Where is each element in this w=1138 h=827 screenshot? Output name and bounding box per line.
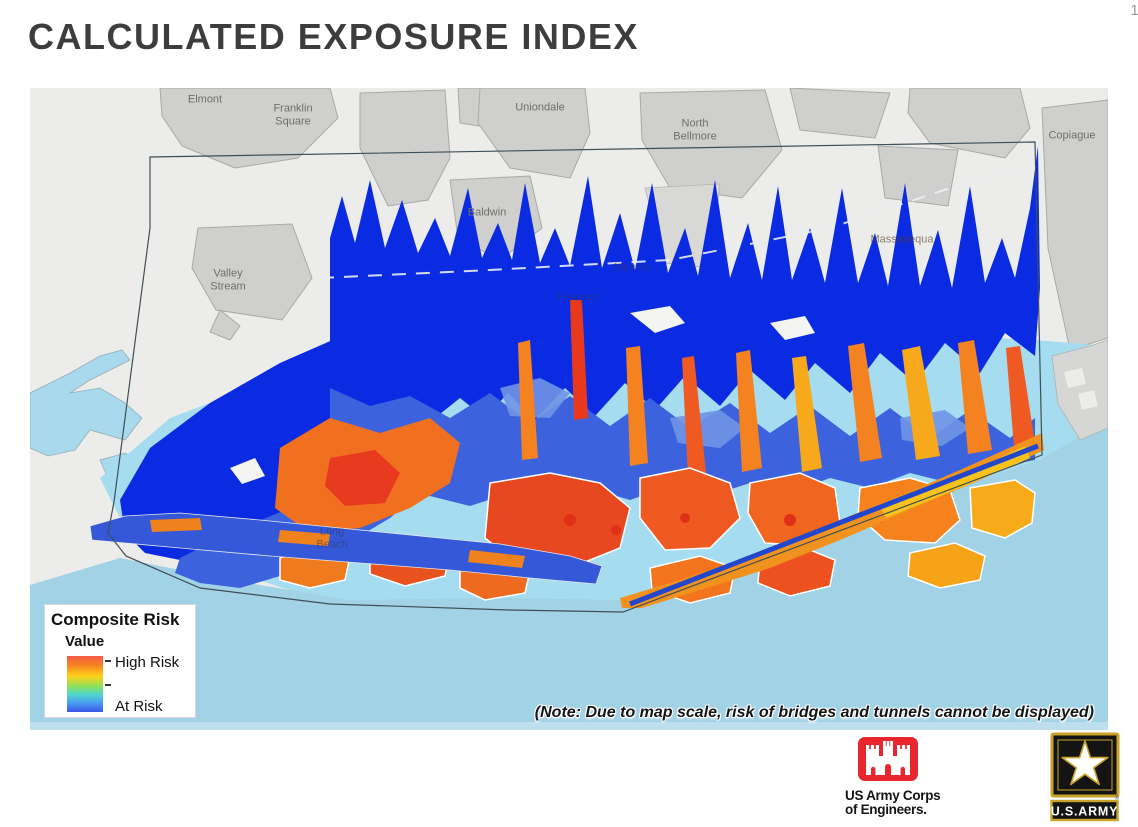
legend: Composite Risk Value High Risk At Risk (45, 605, 195, 717)
usace-castle-icon (858, 737, 918, 781)
army-wordmark: U.S.ARMY (1050, 799, 1119, 822)
army-label: U.S.ARMY (1051, 805, 1119, 819)
legend-high-risk-label: High Risk (115, 654, 180, 671)
army-reg-mark: ® (1115, 795, 1120, 802)
usace-name-line1: US Army Corps (845, 788, 941, 803)
map-scale-note: (Note: Due to map scale, risk of bridges… (534, 704, 1094, 721)
risk-gradient-bar (67, 656, 103, 712)
legend-subtitle: Value (65, 633, 105, 650)
legend-tick-high (105, 660, 111, 662)
slide-page-number: 11 (1130, 2, 1138, 19)
usace-name-line2: of Engineers. (845, 802, 927, 818)
exposure-index-map: Elmont Franklin Square Uniondale North B… (30, 88, 1108, 730)
army-star-icon (1050, 732, 1120, 798)
legend-tick-mid (105, 684, 111, 686)
usace-logo: US Army Corps of Engineers. (845, 736, 975, 817)
legend-at-risk-label: At Risk (115, 698, 163, 715)
legend-title: Composite Risk (51, 610, 180, 629)
page-title: CALCULATED EXPOSURE INDEX (28, 16, 639, 57)
army-logo: ® U.S.ARMY (1050, 732, 1120, 822)
risk-map-graphic (30, 88, 1108, 730)
